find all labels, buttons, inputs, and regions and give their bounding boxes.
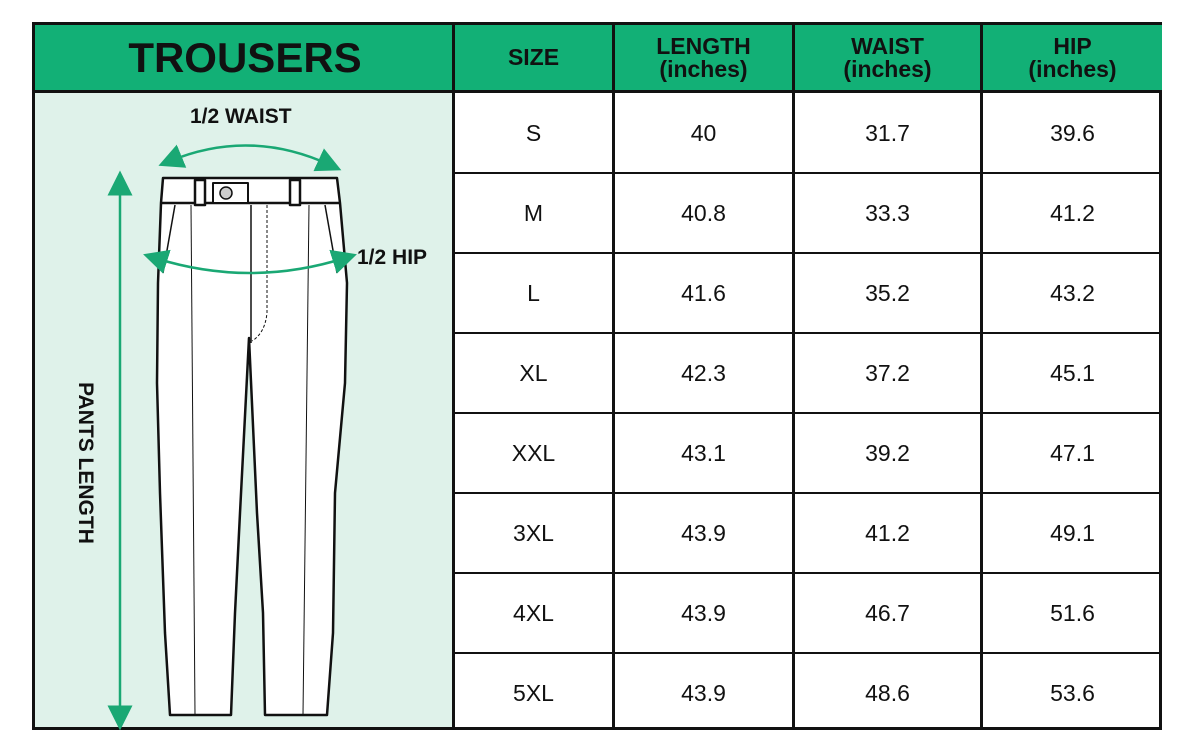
measurement-cell: 53.6 <box>1050 679 1095 706</box>
column-header: LENGTH (inches) <box>615 25 792 93</box>
length-label: PANTS LENGTH <box>74 382 97 544</box>
size-cell: XL <box>519 359 548 386</box>
measurement-cell: 43.2 <box>1050 279 1095 306</box>
trousers-illustration <box>107 144 357 730</box>
measurement-cell: 39.2 <box>865 439 910 466</box>
size-cell: XXL <box>511 439 556 466</box>
size-cell: M <box>523 199 544 226</box>
measurement-cell: 45.1 <box>1050 359 1095 386</box>
measurement-cell: 35.2 <box>865 279 910 306</box>
measurement-cell: 46.7 <box>865 599 910 626</box>
measurement-cell: 43.9 <box>681 599 726 626</box>
size-cell: L <box>527 279 540 306</box>
measurement-cell: 49.1 <box>1050 519 1095 546</box>
measurement-cell: 41.2 <box>1050 199 1095 226</box>
measurement-cell: 40.8 <box>681 199 726 226</box>
measurement-cell: 43.9 <box>681 519 726 546</box>
size-cell: 4XL <box>513 599 554 626</box>
measurement-cell: 51.6 <box>1050 599 1095 626</box>
size-cell: S <box>525 119 542 146</box>
chart-title: TROUSERS <box>35 25 455 93</box>
measurement-cell: 33.3 <box>865 199 910 226</box>
size-cell: 5XL <box>513 679 554 706</box>
measurement-cell: 47.1 <box>1050 439 1095 466</box>
column-header: WAIST (inches) <box>795 25 980 93</box>
header-unit: (inches) <box>659 55 748 82</box>
measurement-cell: 41.6 <box>681 279 726 306</box>
size-cell: 3XL <box>513 519 554 546</box>
waist-arrow <box>158 144 342 172</box>
measurement-cell: 39.6 <box>1050 119 1095 146</box>
measurement-cell: 42.3 <box>681 359 726 386</box>
measurement-cell: 31.7 <box>865 119 910 146</box>
measurement-cell: 37.2 <box>865 359 910 386</box>
header-text: LENGTH <box>656 32 751 59</box>
measurement-cell: 41.2 <box>865 519 910 546</box>
column-header: SIZE <box>455 25 612 93</box>
measurement-cell: 43.9 <box>681 679 726 706</box>
waist-label: 1/2 WAIST <box>190 105 292 128</box>
measurement-cell: 43.1 <box>681 439 726 466</box>
header-unit: (inches) <box>843 55 932 82</box>
header-text: HIP <box>1053 32 1092 59</box>
hip-label: 1/2 HIP <box>357 246 428 269</box>
column-header: HIP (inches) <box>983 25 1162 93</box>
illustration-panel: 1/2 WAIST 1/2 HIP PANTS LENGTH <box>35 93 452 730</box>
header-unit: (inches) <box>1028 55 1117 82</box>
header-text: WAIST <box>851 32 924 59</box>
measurement-cell: 40 <box>690 119 717 146</box>
hip-arrow <box>143 249 357 275</box>
header-text: SIZE <box>507 44 560 70</box>
size-chart: TROUSERS <box>32 22 1162 730</box>
measurement-cell: 48.6 <box>865 679 910 706</box>
